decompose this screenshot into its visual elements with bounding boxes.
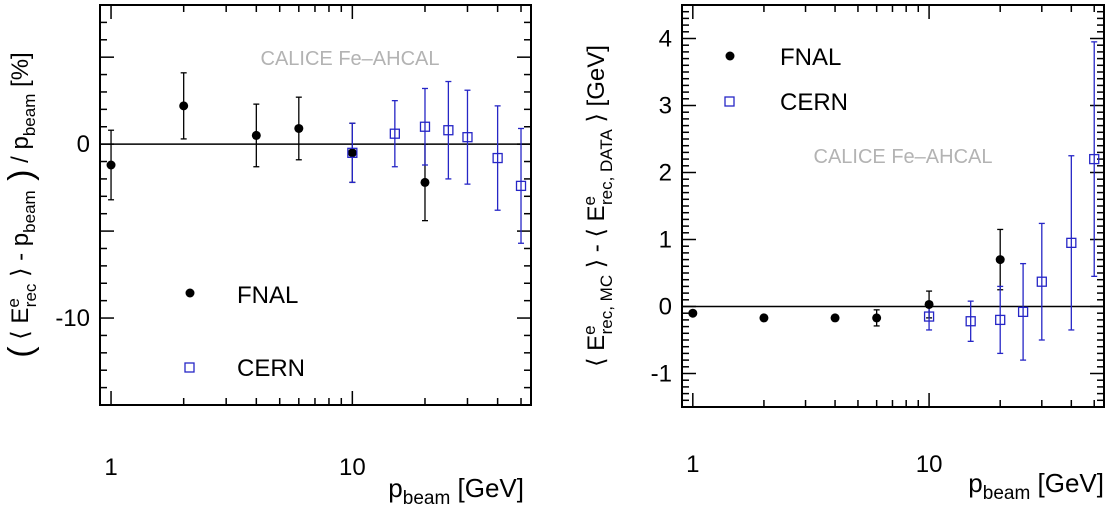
- right-point-fnal: [830, 313, 840, 323]
- left-ylabel: ( ⟨ Eerec ⟩ - pbeam ) / pbeam [%]: [2, 52, 40, 357]
- right-point-fnal: [759, 313, 769, 323]
- left-point-fnal: [179, 101, 189, 111]
- right-legend-fnal-label: FNAL: [780, 44, 841, 71]
- left-plot-frame: [99, 4, 532, 406]
- left-point-fnal: [106, 160, 116, 170]
- right-legend-cern-marker: [724, 96, 735, 107]
- left-legend-cern-label: CERN: [237, 355, 305, 382]
- right-legend-fnal-marker: [725, 51, 735, 61]
- left-point-cern: [347, 147, 358, 158]
- right-ytick-label: 0: [659, 294, 672, 321]
- right-point-cern: [1089, 153, 1100, 165]
- left-xtick-label: 10: [339, 454, 366, 481]
- right-point-fnal: [872, 313, 882, 323]
- right-point-fnal: [924, 299, 934, 309]
- right-ytick-label: 4: [659, 26, 672, 53]
- left-xlabel-sub: beam: [403, 488, 451, 508]
- left-point-fnal: [251, 130, 261, 140]
- left-watermark: CALICE Fe–AHCAL: [261, 48, 440, 70]
- right-point-cern: [995, 314, 1006, 326]
- right-ytick-label: 2: [659, 160, 672, 187]
- left-legend-fnal-marker: [185, 288, 195, 298]
- right-ytick-label: 3: [659, 93, 672, 120]
- right-xtick-label: 10: [916, 451, 943, 478]
- left-ytick-label: -10: [55, 305, 90, 332]
- right-xlabel: pbeam [GeV]: [968, 468, 1104, 504]
- right-plot-frame: [681, 4, 1105, 408]
- left-xtick-label: 1: [104, 454, 117, 481]
- left-point-fnal: [420, 177, 430, 187]
- right-ytick-label: 1: [659, 227, 672, 254]
- left-point-cern: [389, 128, 400, 139]
- left-plot-layer: 1 10 0 -10: [55, 4, 531, 481]
- left-point-cern: [443, 125, 454, 136]
- right-legend-cern-label: CERN: [780, 89, 848, 116]
- right-point-cern: [1066, 237, 1077, 249]
- right-point-cern: [1036, 276, 1047, 287]
- right-ylabel: ⟨ Eerec, MC ⟩ - ⟨ Eerec, DATA ⟩ [GeV]: [580, 45, 616, 367]
- right-xlabel-unit: [GeV]: [1030, 468, 1104, 498]
- right-point-cern: [965, 316, 976, 327]
- left-point-cern: [492, 152, 503, 164]
- panel-right: 1 10 -1 0 1 2 3 4 CALICE Fe–AHCAL FNAL CERN pbe…: [580, 4, 1105, 504]
- left-point-cern: [515, 180, 527, 192]
- left-ytick-label: 0: [77, 131, 90, 158]
- right-point-cern: [1017, 306, 1029, 318]
- right-watermark: CALICE Fe–AHCAL: [814, 146, 993, 168]
- left-xlabel: pbeam [GeV]: [388, 473, 524, 508]
- right-xtick-label: 1: [686, 451, 699, 478]
- left-legend-fnal-label: FNAL: [237, 282, 298, 309]
- left-point-cern: [462, 132, 473, 143]
- panel-left: 1 10 0 -10 CALICE Fe–AHCAL FNAL CERN pbeam …: [2, 4, 532, 508]
- left-xlabel-unit: [GeV]: [450, 473, 524, 503]
- left-point-cern: [419, 121, 431, 132]
- right-xlabel-sub: beam: [983, 483, 1031, 504]
- right-ytick-label: -1: [651, 361, 672, 388]
- left-xlabel-p: p: [388, 473, 402, 503]
- right-point-fnal: [688, 308, 698, 318]
- left-point-fnal: [347, 148, 357, 158]
- right-point-fnal: [995, 255, 1005, 265]
- right-point-cern: [923, 311, 935, 322]
- right-xlabel-p: p: [968, 468, 982, 498]
- left-legend-cern-marker: [184, 362, 195, 373]
- left-point-fnal: [294, 123, 304, 133]
